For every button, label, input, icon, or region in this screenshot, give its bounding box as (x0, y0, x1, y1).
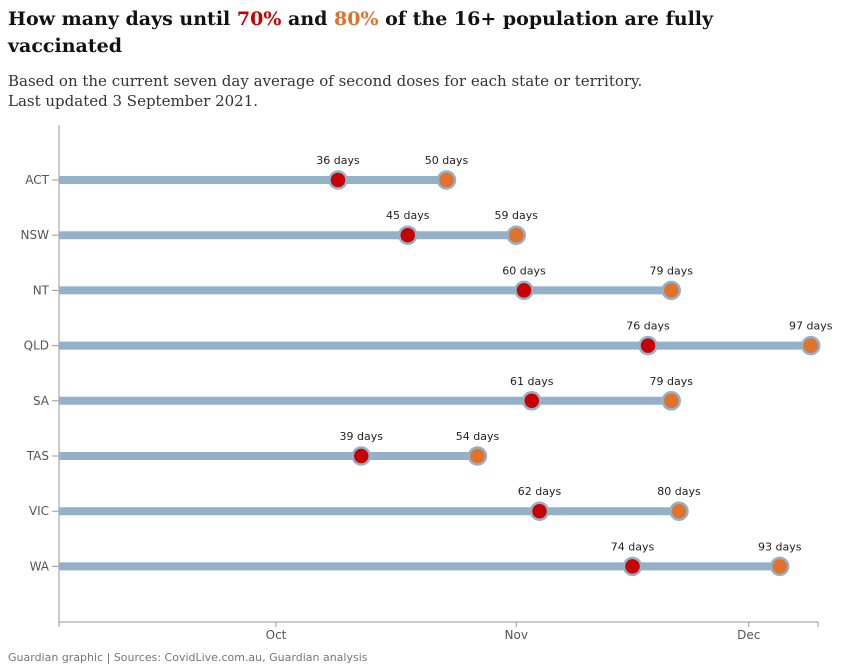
point-80-percent (506, 225, 526, 245)
data-label-80-percent: 80 days (657, 485, 701, 498)
x-axis-tick-label: Oct (266, 628, 287, 642)
data-label-80-percent: 50 days (425, 154, 469, 167)
point-70-percent (522, 391, 542, 411)
point-70-percent (622, 556, 643, 577)
chart-subtitle: Based on the current seven day average o… (8, 72, 643, 110)
category-label: NSW (21, 228, 50, 242)
category-label: QLD (24, 339, 49, 353)
x-axis-tick-label: Dec (737, 628, 760, 642)
point-70-percent (514, 280, 534, 301)
point-80-percent (770, 556, 790, 577)
chart-title: How many days until 70% and 80% of the 1… (8, 6, 808, 60)
point-70-percent (351, 446, 371, 466)
data-label-70-percent: 45 days (386, 209, 430, 222)
point-80-percent (661, 280, 681, 301)
data-label-70-percent: 62 days (518, 485, 562, 498)
category-label: ACT (25, 173, 49, 187)
data-label-70-percent: 76 days (626, 320, 670, 333)
category-label: TAS (26, 449, 49, 463)
title-and: and (281, 8, 335, 30)
data-label-80-percent: 79 days (650, 375, 694, 388)
point-70-percent (529, 501, 550, 521)
point-80-percent (669, 501, 689, 521)
data-label-80-percent: 59 days (495, 209, 539, 222)
title-suffix: of the 16+ population are fully vaccinat… (8, 8, 714, 57)
data-label-70-percent: 39 days (340, 430, 384, 443)
data-label-70-percent: 36 days (316, 154, 360, 167)
title-70-percent: 70% (236, 8, 282, 30)
category-label: WA (30, 559, 50, 573)
data-label-80-percent: 97 days (789, 320, 833, 333)
title-prefix: How many days until (8, 8, 237, 30)
point-80-percent (467, 446, 488, 466)
point-80-percent (661, 391, 681, 411)
data-label-80-percent: 79 days (650, 264, 694, 277)
point-80-percent (436, 170, 457, 190)
source-credit: Guardian graphic | Sources: CovidLive.co… (8, 651, 368, 664)
data-label-70-percent: 74 days (611, 540, 655, 553)
data-label-70-percent: 60 days (502, 264, 546, 277)
data-label-80-percent: 54 days (456, 430, 500, 443)
category-label: VIC (29, 504, 49, 518)
point-70-percent (398, 225, 418, 245)
data-label-80-percent: 93 days (758, 540, 802, 553)
category-label: SA (33, 394, 50, 408)
x-axis-tick-label: Nov (505, 628, 528, 642)
data-label-70-percent: 61 days (510, 375, 554, 388)
category-label: NT (33, 283, 50, 297)
title-80-percent: 80% (334, 8, 379, 30)
point-80-percent (801, 335, 821, 356)
point-70-percent (328, 170, 348, 190)
point-70-percent (638, 335, 658, 356)
